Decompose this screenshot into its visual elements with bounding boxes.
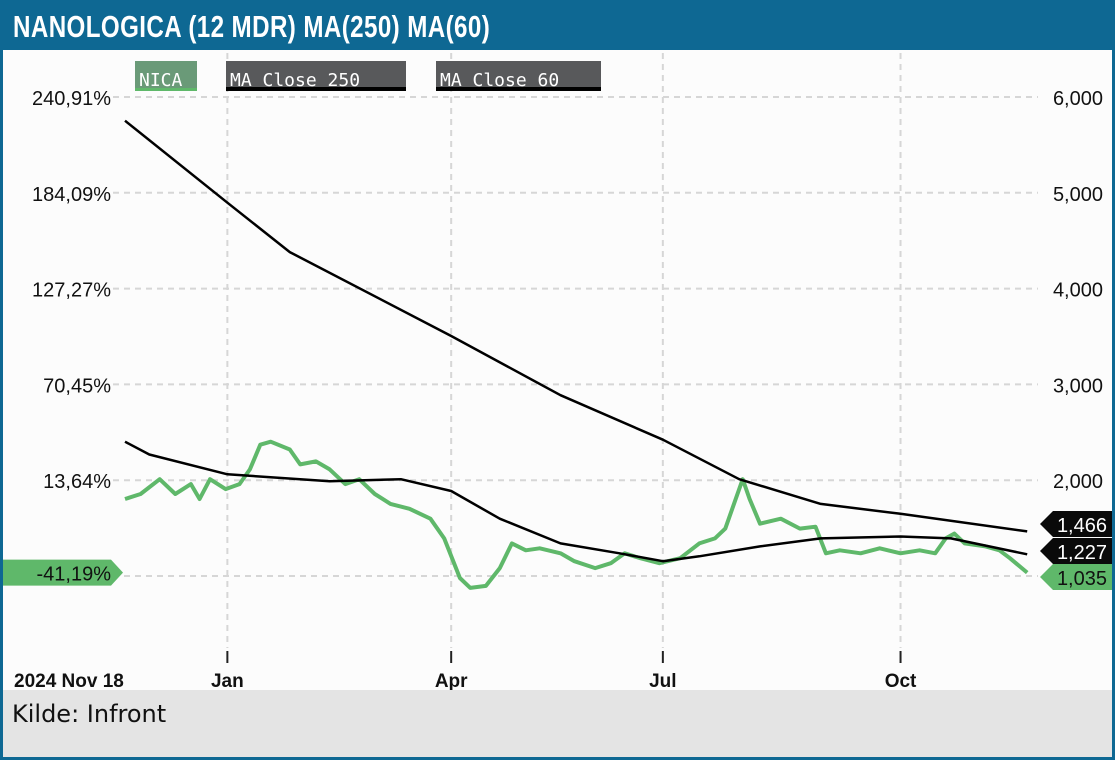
chart-title: NANOLOGICA (12 MDR) MA(250) MA(60) (13, 9, 491, 44)
last-value-label: 1,035 (1057, 568, 1107, 590)
last-value-label: 1,227 (1057, 542, 1107, 564)
source-label: Kilde: Infront (12, 700, 167, 728)
y-left-tick-label: 70,45% (43, 375, 111, 397)
x-tick-label: Oct (885, 671, 917, 690)
y-right-tick-label: 3,000 (1053, 375, 1103, 397)
y-right-tick-label: 2,000 (1053, 471, 1103, 493)
y-left-tick-label: 127,27% (32, 280, 111, 302)
footer: Kilde: Infront (3, 690, 1112, 757)
y-left-tick-label: 184,09% (32, 184, 111, 206)
y-left-tick-label: 13,64% (43, 471, 111, 493)
series-line-nica (124, 439, 1029, 590)
x-tick-label: Jan (211, 671, 244, 690)
series-line-ma-close-60 (124, 440, 1028, 563)
legend-ma250[interactable]: MA Close 250 (226, 61, 406, 91)
current-pct-label: -41,19% (37, 564, 112, 586)
y-left-tick-label: 240,91% (32, 88, 111, 110)
x-start-label: 2024 Nov 18 (14, 671, 124, 690)
y-right-tick-label: 6,000 (1053, 88, 1103, 110)
y-right-tick-label: 4,000 (1053, 280, 1103, 302)
x-tick-label: Jul (649, 671, 676, 690)
legend-nica[interactable]: NICA (135, 61, 197, 91)
last-value-label: 1,466 (1057, 515, 1107, 537)
current-pct-badge (3, 559, 123, 586)
last-value-badge (1040, 538, 1112, 564)
series-line-ma-close-250 (124, 119, 1028, 533)
y-right-tick-label: 5,000 (1053, 184, 1103, 206)
last-value-badge (1040, 564, 1112, 590)
title-bar: NANOLOGICA (12 MDR) MA(250) MA(60) (3, 3, 1112, 50)
plot-area: Jan Apr Jul Oct 2024 Nov 18 6,000 5,000 4,000 3,… (3, 53, 1112, 690)
last-value-badge (1040, 511, 1112, 537)
x-tick-label: Apr (435, 671, 468, 690)
legend-ma60[interactable]: MA Close 60 (436, 61, 601, 91)
